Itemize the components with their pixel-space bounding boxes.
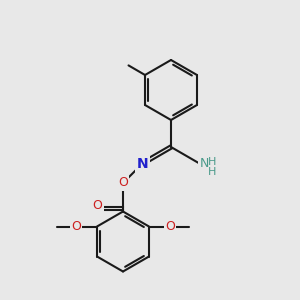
Text: O: O (118, 176, 128, 190)
Text: N: N (199, 157, 209, 170)
Text: N: N (137, 157, 148, 170)
Text: O: O (93, 199, 102, 212)
Text: H: H (208, 157, 216, 167)
Text: H: H (208, 167, 216, 177)
Text: O: O (71, 220, 81, 233)
Text: O: O (165, 220, 175, 233)
